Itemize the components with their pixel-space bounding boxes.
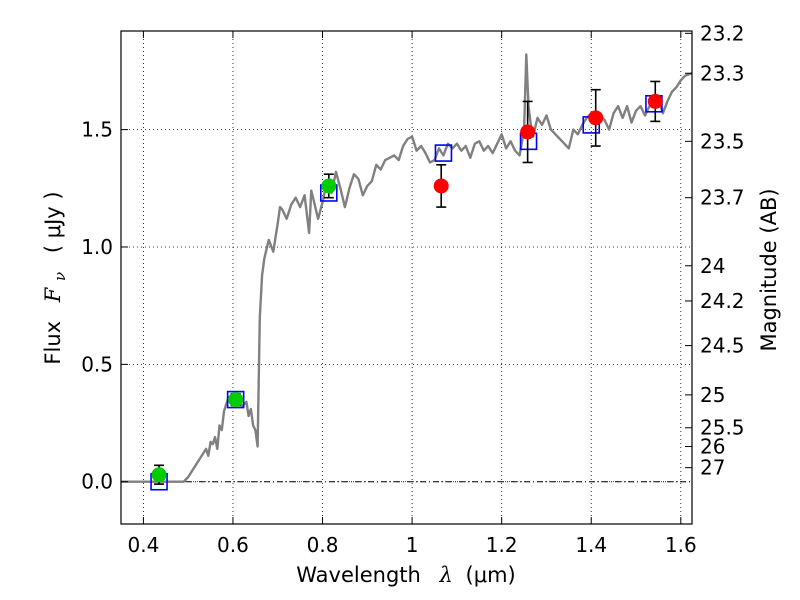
plot-frame	[120, 30, 693, 525]
right-tick-label: 24.2	[700, 289, 745, 313]
right-tick-label: 26	[700, 435, 725, 459]
y-axis-label-unit: ( μJy )	[41, 191, 65, 253]
y-tick-label: 0.5	[81, 352, 113, 376]
ticks-layer: 0.4 0.6 0.8 1 1.2 1.4 1.6 0.0 0.5 1.0 1.5 23.2 23.3 2…	[81, 21, 744, 557]
photometry-point	[228, 392, 244, 408]
photometry-point	[647, 93, 663, 109]
y-axis-label-subscript: ν	[51, 272, 69, 281]
y-tick-label: 1.5	[81, 118, 113, 142]
right-tick-label: 23.7	[700, 186, 745, 210]
x-tick-label: 0.4	[127, 533, 159, 557]
y-axis-label-symbol: F	[41, 286, 65, 303]
x-tick-label: 1.6	[665, 533, 697, 557]
right-tick-label: 27	[700, 456, 725, 480]
right-axis-label: Magnitude (AB)	[757, 188, 781, 351]
right-tick-label: 25	[700, 383, 725, 407]
right-tick-label: 25.5	[700, 416, 745, 440]
y-axis-label: Flux F ν ( μJy )	[41, 191, 70, 364]
photometry-point	[151, 467, 167, 483]
right-tick-label: 23.5	[700, 129, 745, 153]
y-axis-label-prefix: Flux	[41, 321, 65, 365]
y-tick-label: 1.0	[81, 235, 113, 259]
right-tick-label: 24.5	[700, 334, 745, 358]
x-tick-label: 1.2	[486, 533, 518, 557]
marks-layer	[150, 80, 663, 491]
x-tick-label: 1.4	[575, 533, 607, 557]
x-axis-label-prefix: Wavelength	[296, 563, 421, 587]
x-axis-label: Wavelength λ (μm)	[296, 563, 515, 587]
photometry-point	[321, 178, 337, 194]
right-tick-label: 23.2	[700, 21, 745, 45]
right-tick-label: 23.3	[700, 61, 745, 85]
model-band-square	[226, 390, 245, 409]
right-tick-label: 24	[700, 254, 725, 278]
photometry-point	[433, 178, 449, 194]
x-axis-label-unit: (μm)	[466, 563, 516, 587]
x-tick-label: 0.8	[307, 533, 339, 557]
model-band-square	[434, 144, 453, 162]
x-axis-label-symbol: λ	[439, 563, 453, 587]
photometry-point	[588, 110, 604, 126]
x-tick-label: 1	[406, 533, 419, 557]
photometry-point	[520, 124, 536, 140]
x-tick-label: 0.6	[217, 533, 249, 557]
y-tick-label: 0.0	[81, 470, 113, 494]
